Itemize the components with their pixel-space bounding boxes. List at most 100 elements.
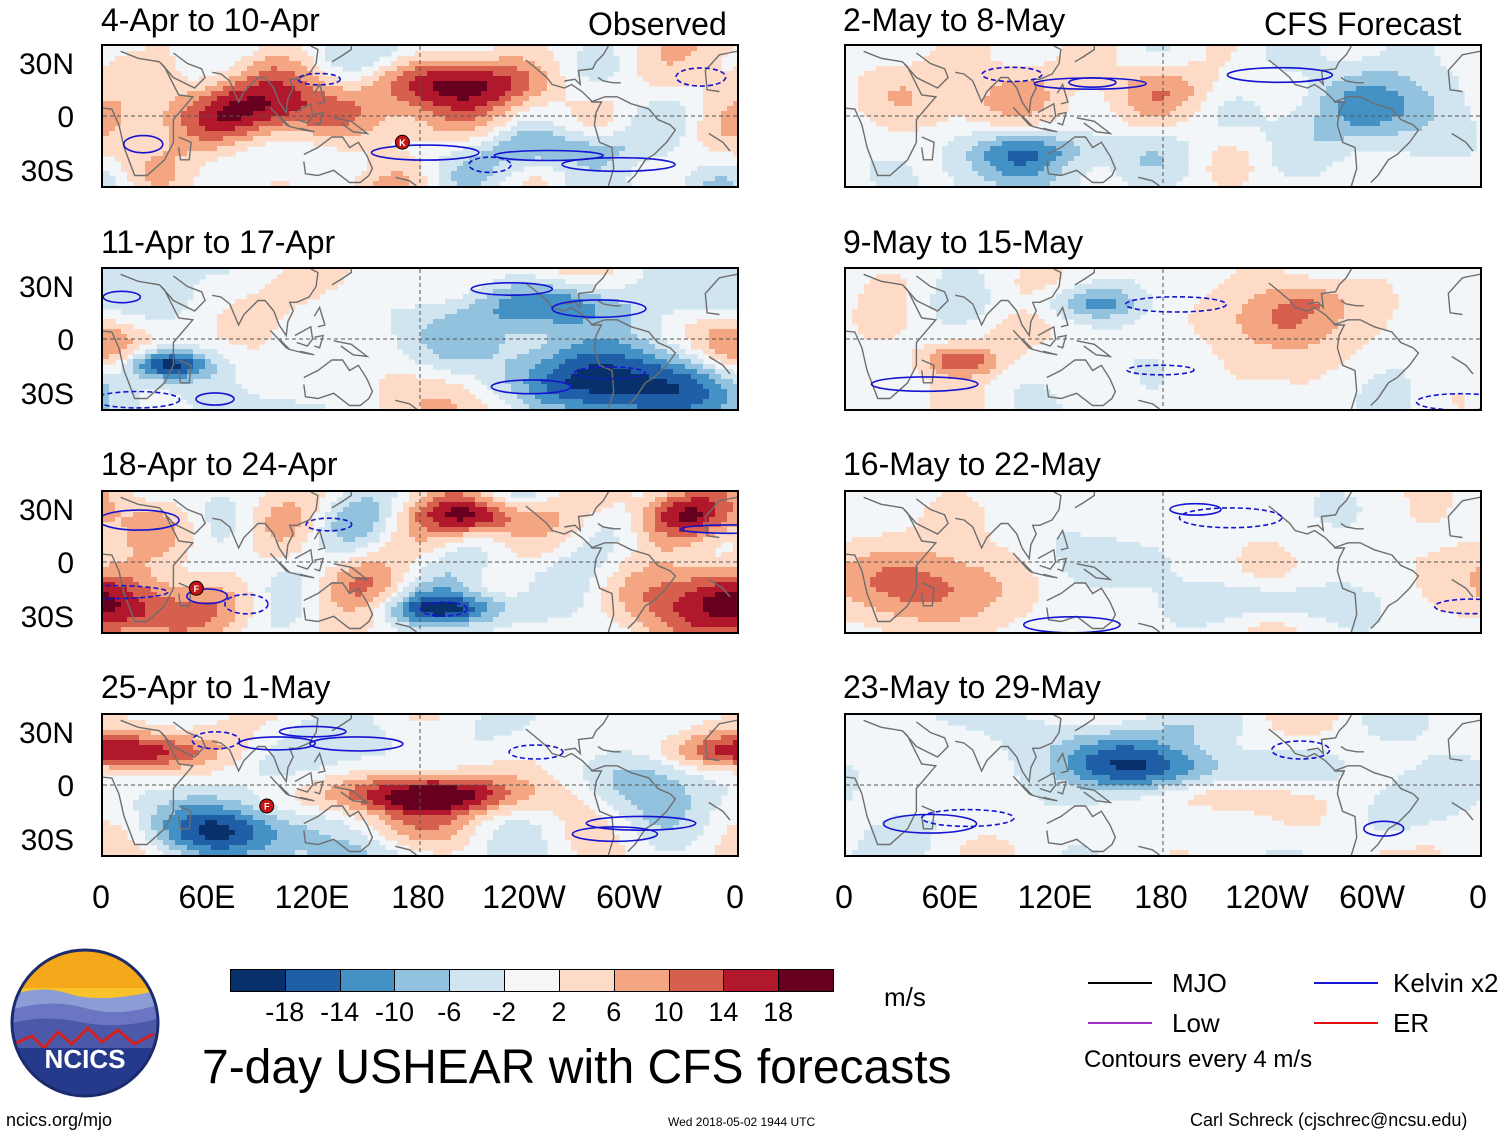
logo-emblem-icon: NCICS bbox=[10, 948, 160, 1098]
lat-label-30s: 30S bbox=[20, 824, 74, 857]
cyclone-marker-label: K bbox=[399, 138, 406, 148]
coastlines bbox=[103, 46, 737, 186]
shear-map-obs-3: F bbox=[103, 492, 737, 632]
shear-map-fcst-2 bbox=[846, 269, 1480, 409]
colorbar-tick-label: -10 bbox=[374, 997, 414, 1027]
panel-title-obs-4: 25-Apr to 1-May bbox=[101, 669, 331, 705]
lon-label-60w: 60W bbox=[596, 879, 662, 915]
map-panel-fcst-2 bbox=[844, 267, 1482, 411]
legend-label-er: ER bbox=[1393, 1008, 1430, 1038]
map-panel-fcst-3 bbox=[844, 490, 1482, 634]
kelvin-contours bbox=[191, 725, 697, 843]
coastlines bbox=[846, 46, 1480, 186]
lon-label-0-end: 0 bbox=[1469, 879, 1487, 915]
legend-label-kelvin: Kelvin x2 bbox=[1393, 968, 1499, 998]
colorbar-swatch bbox=[284, 969, 341, 992]
coastlines bbox=[846, 715, 1480, 855]
colorbar-units: m/s bbox=[884, 982, 926, 1012]
cyclone-marker-icon: K bbox=[394, 134, 410, 150]
colorbar-tick-label: 10 bbox=[653, 997, 684, 1027]
shear-map-obs-4: F bbox=[103, 715, 737, 855]
lat-label-30s: 30S bbox=[20, 378, 74, 411]
panel-title-obs-1: 4-Apr to 10-Apr bbox=[101, 2, 320, 38]
panel-title-fcst-3: 16-May to 22-May bbox=[843, 446, 1101, 482]
colorbar-swatch bbox=[668, 969, 725, 992]
legend-line-mjo bbox=[1088, 982, 1152, 984]
colorbar-tick-label: -14 bbox=[320, 997, 360, 1027]
panel-title-fcst-2: 9-May to 15-May bbox=[843, 224, 1084, 260]
lat-label-30s: 30S bbox=[20, 155, 74, 188]
shear-map-obs-2 bbox=[103, 269, 737, 409]
kelvin-contours bbox=[122, 67, 727, 174]
kelvin-contours bbox=[870, 296, 1480, 409]
lon-label-60w: 60W bbox=[1339, 879, 1405, 915]
colorbar-swatch bbox=[778, 969, 834, 992]
colorbar-tick-label: -2 bbox=[492, 997, 517, 1027]
map-panel-fcst-1 bbox=[844, 44, 1482, 188]
lat-label-30n: 30N bbox=[18, 717, 74, 750]
lat-label-eq: 0 bbox=[57, 101, 74, 134]
ncics-logo: NCICS bbox=[10, 948, 160, 1098]
shear-map-fcst-3 bbox=[846, 492, 1480, 632]
legend-label-mjo: MJO bbox=[1172, 968, 1227, 998]
colorbar-swatch bbox=[230, 969, 286, 992]
colorbar-tick-label: -18 bbox=[265, 997, 305, 1027]
lon-label-60e: 60E bbox=[178, 879, 236, 915]
footer-author: Carl Schreck (cjschrec@ncsu.edu) bbox=[1190, 1110, 1468, 1130]
colorbar-tick-label: 14 bbox=[708, 997, 739, 1027]
colorbar-swatch bbox=[449, 969, 506, 992]
colorbar-tick-label: 6 bbox=[606, 997, 622, 1027]
lon-label-120w: 120W bbox=[482, 879, 566, 915]
lat-label-eq: 0 bbox=[57, 547, 74, 580]
legend-note: Contours every 4 m/s bbox=[1084, 1046, 1313, 1073]
cyclone-marker-icon: F bbox=[259, 798, 275, 814]
coastlines bbox=[846, 269, 1480, 409]
lat-label-30n: 30N bbox=[18, 48, 74, 81]
colorbar-tick-label: -6 bbox=[437, 997, 462, 1027]
map-panel-obs-2 bbox=[101, 267, 739, 411]
legend-line-er bbox=[1314, 1022, 1378, 1024]
lon-label-120w: 120W bbox=[1225, 879, 1309, 915]
map-panel-fcst-4 bbox=[844, 713, 1482, 857]
colorbar-swatch bbox=[394, 969, 451, 992]
footer-timestamp: Wed 2018-05-02 1944 UTC bbox=[668, 1115, 816, 1129]
shear-field bbox=[846, 715, 1480, 855]
lon-label-60e: 60E bbox=[921, 879, 979, 915]
lat-label-30n: 30N bbox=[18, 494, 74, 527]
colorbar: -18 -14 -10 -6 -2 2 6 10 14 18 bbox=[230, 969, 834, 1029]
coastlines bbox=[103, 492, 737, 632]
map-panel-obs-4: F bbox=[101, 713, 739, 857]
map-panel-obs-1: K bbox=[101, 44, 739, 188]
legend-label-low: Low bbox=[1172, 1008, 1220, 1038]
kelvin-contours bbox=[103, 282, 647, 409]
coastlines bbox=[103, 269, 737, 409]
lat-label-30s: 30S bbox=[20, 601, 74, 634]
map-panel-obs-3: F bbox=[101, 490, 739, 634]
lon-label-0: 0 bbox=[835, 879, 853, 915]
colorbar-swatch bbox=[723, 969, 780, 992]
lon-label-0: 0 bbox=[92, 879, 110, 915]
colorbar-tick-label: 2 bbox=[551, 997, 567, 1027]
panel-title-fcst-1: 2-May to 8-May bbox=[843, 2, 1066, 38]
colorbar-tick-label: 18 bbox=[763, 997, 794, 1027]
panel-title-obs-3: 18-Apr to 24-Apr bbox=[101, 446, 338, 482]
figure-title: 7-day USHEAR with CFS forecasts bbox=[202, 1041, 952, 1094]
coastlines bbox=[846, 492, 1480, 632]
legend-line-kelvin bbox=[1314, 982, 1378, 984]
shear-field bbox=[858, 46, 1477, 186]
shear-map-obs-1: K bbox=[103, 46, 737, 186]
lon-label-0-end: 0 bbox=[726, 879, 744, 915]
lon-label-120e: 120E bbox=[274, 879, 350, 915]
colorbar-swatch bbox=[504, 969, 560, 992]
forecast-header: CFS Forecast bbox=[1264, 6, 1462, 42]
cyclone-marker-icon: F bbox=[188, 580, 204, 596]
footer-url[interactable]: ncics.org/mjo bbox=[6, 1110, 113, 1130]
lon-label-180: 180 bbox=[391, 879, 445, 915]
cyclone-marker-label: F bbox=[194, 584, 200, 594]
legend-line-low bbox=[1088, 1022, 1152, 1024]
lon-label-120e: 120E bbox=[1017, 879, 1093, 915]
kelvin-contours bbox=[981, 66, 1334, 90]
cyclone-marker-label: F bbox=[264, 802, 270, 812]
shear-map-fcst-1 bbox=[846, 46, 1480, 186]
panel-title-fcst-4: 23-May to 29-May bbox=[843, 669, 1101, 705]
